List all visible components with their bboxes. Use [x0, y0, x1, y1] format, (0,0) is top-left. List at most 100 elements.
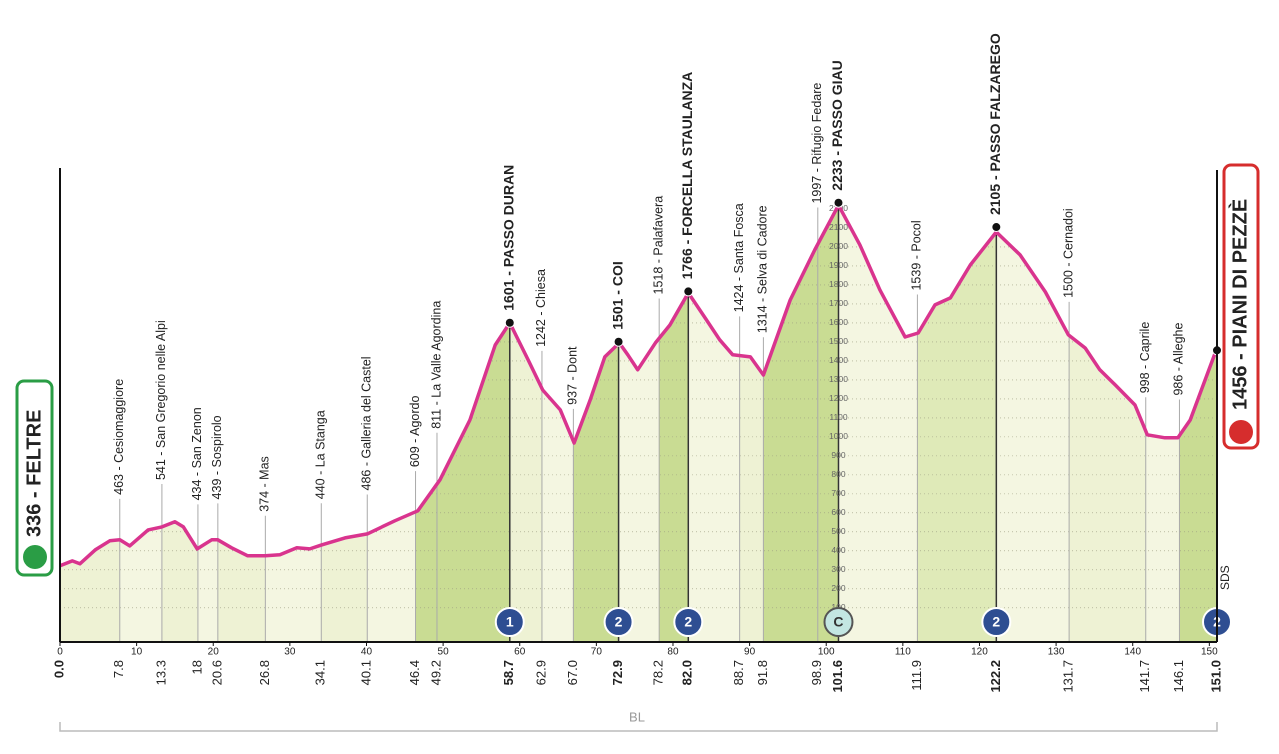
y-tick-label: 1100	[829, 412, 848, 422]
waypoint-label: 440 - La Stanga	[314, 410, 328, 499]
summit-dot	[833, 197, 844, 208]
profile-stripe	[688, 205, 740, 642]
waypoint-label: 811 - La Valle Agordina	[429, 301, 443, 429]
x-tick-label: 50	[438, 647, 450, 658]
y-tick-label: 1200	[829, 393, 848, 403]
climb-category: 2	[684, 614, 692, 630]
km-label: 151.0	[1208, 660, 1223, 693]
summit-dot	[504, 317, 515, 328]
x-tick-label: 10	[131, 647, 143, 658]
y-tick-label: 900	[831, 450, 845, 460]
finish-box	[1222, 163, 1260, 450]
waypoint-label: 1500 - Cernadoi	[1061, 208, 1075, 298]
x-tick-label: 140	[1124, 647, 1141, 658]
profile-stripe	[367, 205, 416, 642]
km-label: 13.3	[153, 660, 168, 685]
x-tick-label: 100	[818, 647, 835, 658]
profile-stripe	[917, 205, 997, 642]
climb-category: 1	[506, 614, 514, 630]
summit-label: 2105 - PASSO FALZAREGO	[987, 33, 1003, 215]
y-tick-label: 400	[831, 545, 845, 555]
profile-layer: 0.0 463 - Cesiomaggiore 7.8 541 - San Grego…	[15, 33, 1260, 693]
waypoint-label: 434 - San Zenon	[190, 407, 204, 500]
km-label: 72.9	[610, 660, 625, 685]
x-tick-label: 30	[284, 647, 296, 658]
x-tick-label: 150	[1201, 647, 1218, 658]
km-label: 88.7	[731, 660, 746, 685]
y-tick-label: 1600	[829, 317, 848, 327]
x-tick-label: 110	[895, 647, 911, 658]
x-tick-label: 40	[361, 647, 373, 658]
waypoint-label: 1424 - Santa Fosca	[732, 203, 746, 312]
waypoint-label: 986 - Alleghe	[1172, 323, 1186, 396]
finish-icon	[1229, 420, 1253, 444]
profile-stripe	[217, 205, 266, 642]
y-tick-label: 1000	[829, 431, 848, 441]
climb-marker	[494, 607, 525, 637]
y-tick-label: 1800	[829, 279, 848, 289]
climb-marker	[981, 607, 1012, 637]
x-tick-label: 80	[667, 647, 679, 658]
waypoint-label: 486 - Galleria del Castel	[360, 356, 374, 490]
profile-stripe	[817, 205, 839, 642]
km-label: 7.8	[111, 660, 126, 678]
x-tick-label: 130	[1048, 647, 1065, 658]
x-tick-label: 60	[514, 647, 526, 658]
waypoint-label: 541 - San Gregorio nelle Alpi	[154, 320, 168, 480]
waypoint-label: 1242 - Chiesa	[534, 269, 548, 347]
climb-category: 2	[615, 614, 623, 630]
km-label: 146.1	[1171, 660, 1186, 693]
waypoint-label: 937 - Dont	[566, 346, 580, 405]
waypoint-label: 609 - Agordo	[408, 396, 422, 468]
waypoint-label: 998 - Caprile	[1138, 322, 1152, 394]
km-label: 46.4	[407, 660, 422, 685]
km-label: 58.7	[501, 660, 516, 685]
summit-label: 1601 - PASSO DURAN	[500, 165, 516, 311]
km-label: 122.2	[988, 660, 1003, 693]
profile-stripe	[996, 205, 1070, 642]
profile-stripe	[838, 205, 918, 642]
waypoint-label: 439 - Sospirolo	[210, 415, 224, 499]
km-label: 101.6	[830, 660, 845, 693]
y-tick-label: 500	[831, 526, 845, 536]
km-label: 26.8	[257, 660, 272, 685]
finish-label: 1456 - PIANI DI PEZZÈ	[1228, 199, 1251, 410]
start-box	[15, 379, 54, 577]
summit-dot	[613, 336, 624, 347]
summit-label: 2233 - PASSO GIAU	[829, 60, 845, 190]
km-label: 82.0	[680, 660, 695, 685]
y-tick-label: 2000	[829, 241, 848, 251]
y-tick-label: 700	[831, 488, 845, 498]
km-label: 40.1	[359, 660, 374, 685]
x-tick-label: 0	[57, 647, 63, 658]
x-tick-label: 120	[971, 647, 988, 658]
summit-dot	[683, 286, 694, 297]
climb-category: 2	[992, 614, 1000, 630]
y-tick-label: 600	[831, 507, 845, 517]
km-label: 131.7	[1061, 660, 1076, 693]
province-bracket	[59, 722, 1218, 732]
x-tick-label: 90	[744, 647, 756, 658]
profile-stripe	[1069, 205, 1146, 642]
profile-line	[59, 203, 1219, 568]
km-label: 62.9	[533, 660, 548, 685]
waypoint-label: 1539 - Pocol	[910, 220, 924, 290]
summit-dot	[991, 222, 1002, 233]
y-tick-label: 200	[831, 583, 845, 593]
start-label: 336 - FELTRE	[23, 410, 45, 537]
profile-stripe	[739, 205, 764, 642]
start-icon	[23, 545, 47, 569]
y-tick-label: 1700	[829, 298, 848, 308]
y-tick-label: 1500	[829, 336, 848, 346]
sprint-label: SDS	[1218, 565, 1232, 590]
x-tick-label: 70	[591, 647, 603, 658]
km-label: 20.6	[209, 660, 224, 685]
profile-fill	[60, 205, 1217, 642]
km-label: 49.2	[428, 660, 443, 685]
km-label: 141.7	[1137, 660, 1152, 693]
km-label: 111.9	[909, 660, 924, 691]
profile-stripe	[197, 205, 218, 642]
summit-label: 1501 - COI	[609, 261, 625, 329]
y-tick-label: 1400	[829, 355, 848, 365]
y-tick-label: 1900	[829, 260, 848, 270]
